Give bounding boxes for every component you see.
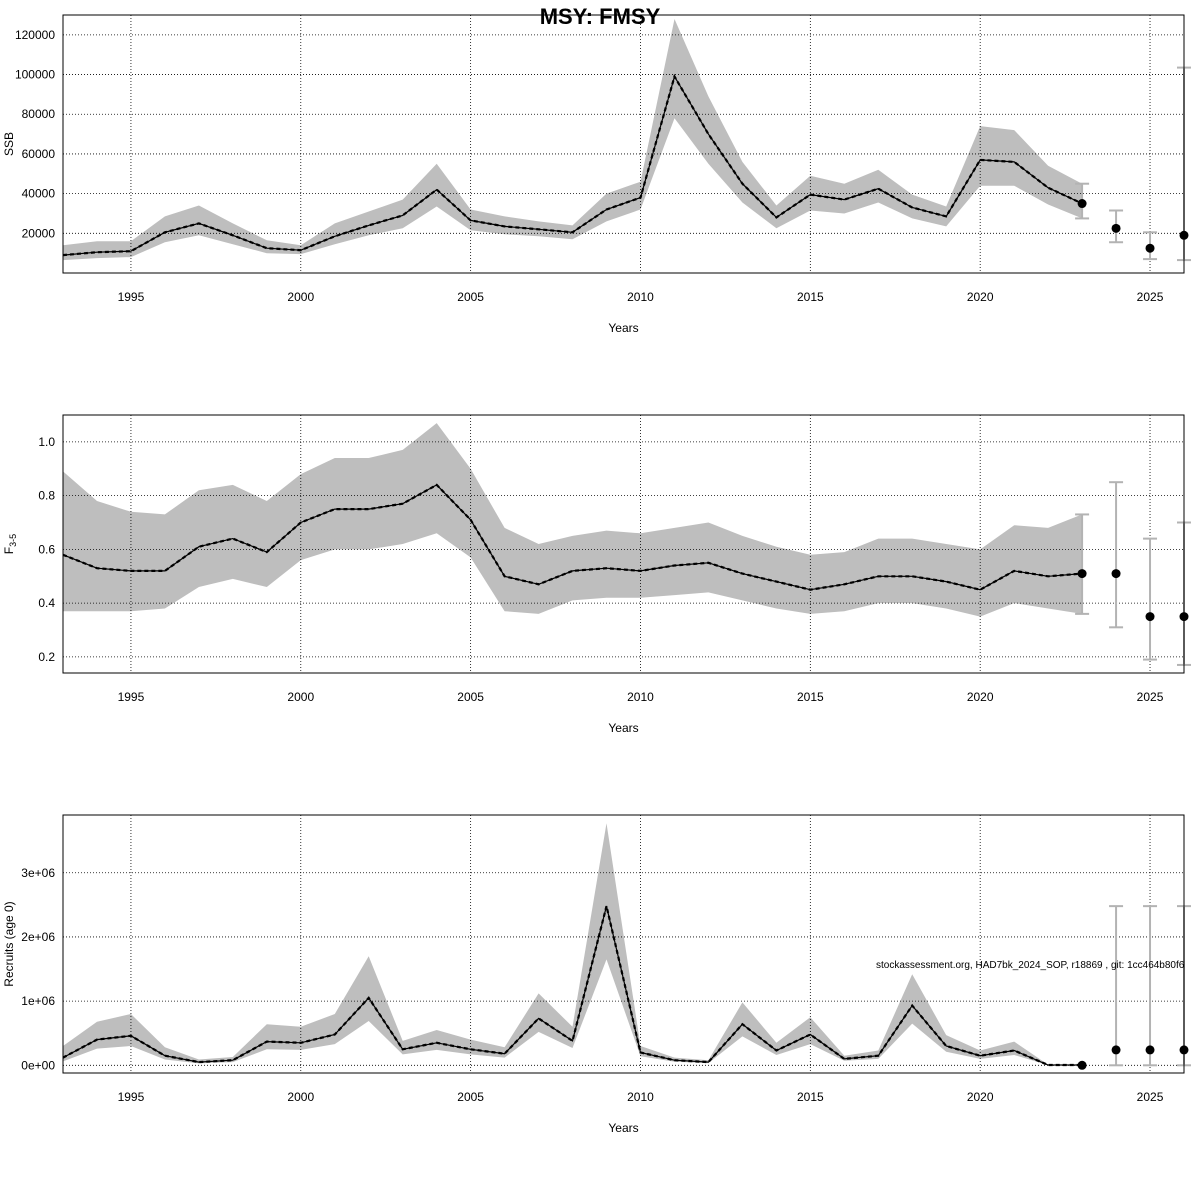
x-tick-label: 2005 xyxy=(457,290,484,304)
x-tick-label: 2025 xyxy=(1137,290,1164,304)
x-tick-label: 2025 xyxy=(1137,1090,1164,1104)
ssb-panel: 1995 2000 2005 2010 2015 2020 2025 20000 40000 60… xyxy=(2,14,1191,335)
x-tick-label: 2000 xyxy=(287,690,314,704)
x-tick-label: 2015 xyxy=(797,1090,824,1104)
x-tick-label: 2020 xyxy=(967,1090,994,1104)
y-axis-title: Recruits (age 0) xyxy=(2,901,16,986)
x-axis-title: Years xyxy=(608,321,638,335)
confidence-band xyxy=(63,19,1083,261)
x-tick-label: 1995 xyxy=(118,290,145,304)
estimate-line-dashed xyxy=(62,73,1083,257)
x-tick-label: 2020 xyxy=(967,290,994,304)
x-tick-label: 2015 xyxy=(797,690,824,704)
y-axis-title: SSB xyxy=(2,132,16,156)
y-tick-label: 120000 xyxy=(15,28,55,42)
y-tick-label: 3e+06 xyxy=(21,866,55,880)
y-tick-label: 2e+06 xyxy=(21,930,55,944)
footnote: stockassessment.org, HAD7bk_2024_SOP, r1… xyxy=(876,960,1185,971)
forecast-point xyxy=(1145,1045,1155,1055)
estimate-line xyxy=(62,484,1083,591)
y-tick-label: 0e+00 xyxy=(21,1058,55,1072)
x-tick-label: 2020 xyxy=(967,690,994,704)
y-tick-label: 100000 xyxy=(15,68,55,82)
y-tick-label: 0.2 xyxy=(38,650,55,664)
forecast-point xyxy=(1145,243,1155,253)
x-tick-label: 2010 xyxy=(627,690,654,704)
x-tick-label: 1995 xyxy=(118,690,145,704)
plot-frame xyxy=(62,814,1185,1074)
x-axis-title: Years xyxy=(608,721,638,735)
x-tick-label: 2025 xyxy=(1137,690,1164,704)
forecast-point xyxy=(1077,1060,1087,1070)
y-axis-title-subscript: 3-5 xyxy=(8,534,18,547)
x-tick-label: 2015 xyxy=(797,290,824,304)
y-tick-label: 1.0 xyxy=(38,435,55,449)
plot-frame xyxy=(62,14,1185,274)
y-tick-label: 60000 xyxy=(22,147,56,161)
y-tick-label: 0.4 xyxy=(38,596,55,610)
x-tick-label: 2000 xyxy=(287,290,314,304)
x-tick-label: 2010 xyxy=(627,1090,654,1104)
y-tick-label: 1e+06 xyxy=(21,994,55,1008)
x-tick-label: 2000 xyxy=(287,1090,314,1104)
f-panel: 1995 2000 2005 2010 2015 2020 2025 0.2 0.4 0.6 0.8… xyxy=(2,414,1191,735)
chart-title: MSY: FMSY xyxy=(540,4,661,29)
forecast-point xyxy=(1145,612,1155,622)
confidence-band xyxy=(63,423,1083,617)
forecast-point xyxy=(1111,569,1121,579)
y-tick-label: 20000 xyxy=(22,226,56,240)
x-tick-label: 2005 xyxy=(457,690,484,704)
y-tick-label: 0.8 xyxy=(38,489,55,503)
y-tick-label: 0.6 xyxy=(38,542,55,556)
x-tick-label: 2010 xyxy=(627,290,654,304)
forecast-point xyxy=(1111,223,1121,233)
y-axis-title: F3-5 xyxy=(2,534,18,554)
plot-frame xyxy=(62,414,1185,674)
x-tick-label: 2005 xyxy=(457,1090,484,1104)
forecast-point xyxy=(1111,1045,1121,1055)
y-axis-title-main: F xyxy=(2,547,16,554)
y-tick-label: 80000 xyxy=(22,107,56,121)
y-tick-label: 40000 xyxy=(22,187,56,201)
x-axis-title: Years xyxy=(608,1121,638,1135)
estimate-line-dashed xyxy=(62,905,1083,1067)
x-tick-label: 1995 xyxy=(118,1090,145,1104)
recruits-panel: 1995 2000 2005 2010 2015 2020 2025 0e+00 1e+06 2e… xyxy=(2,814,1191,1135)
forecast-point xyxy=(1077,199,1087,209)
forecast-point xyxy=(1077,569,1087,579)
